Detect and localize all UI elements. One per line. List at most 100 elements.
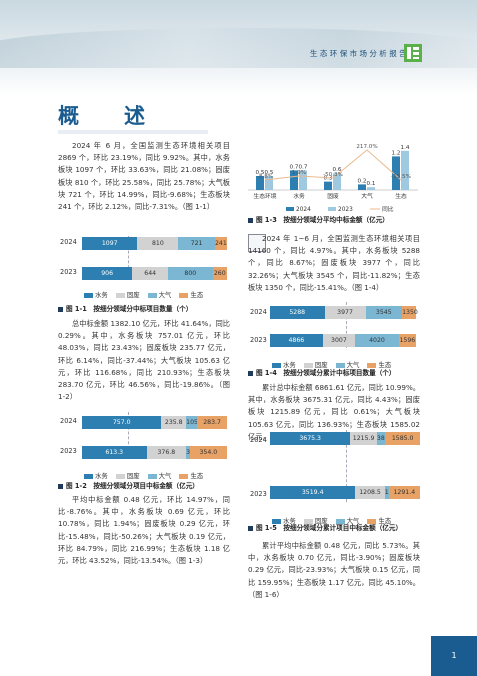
yoy-line [264, 149, 402, 181]
year-label: 2023 [60, 447, 77, 455]
section-title: 概 述 [58, 104, 157, 128]
legend-label: 2024 [296, 207, 311, 213]
bar-segment-water: 4866 [270, 334, 323, 347]
bar-segment-solid: 1208.5 [355, 486, 385, 499]
bar-segment-eco: 241 [214, 237, 227, 250]
data-label: 0.2 [358, 178, 367, 184]
legend-label: 同比 [382, 205, 394, 213]
year-label: 2024 [60, 238, 77, 246]
bar-segment-water: 757.0 [82, 416, 162, 429]
data-label: 0.7 [299, 164, 308, 170]
paragraph-1: 2024 年 6 月，全国监测生态环境相关项目 2869 个，环比 23.19%… [58, 141, 230, 212]
bar-2024 [392, 156, 400, 190]
paragraph-6: 累计平均中标金额 0.48 亿元，同比 5.73%。其中，水务板块 0.70 亿… [248, 541, 420, 599]
legend-swatch [179, 473, 189, 479]
legend-swatch [286, 207, 294, 211]
legend: 水务 固废 大气 生态 [266, 360, 391, 369]
bar-segment-water: 3519.4 [270, 486, 356, 499]
category-label: 固废 [327, 192, 339, 200]
bar-2023 [265, 176, 273, 190]
legend-label: 固废 [314, 361, 328, 369]
legend-label: 生态 [378, 517, 392, 525]
category-label: 大气 [361, 192, 373, 200]
bar-segment-eco: 1350 [402, 306, 418, 319]
yoy-label: -13.5% [391, 174, 411, 180]
legend-label: 生态 [378, 361, 392, 369]
bar-2024 [290, 170, 298, 190]
chart-fig1-4: 2024 2023 5288 3977 3545 1350 4866 3007 4020 1… [248, 300, 423, 372]
legend-swatch [272, 362, 281, 368]
yoy-label: 1.9% [292, 170, 306, 176]
legend-label: 水务 [95, 472, 108, 480]
year-label: 2024 [250, 436, 267, 444]
report-logo-icon [404, 44, 422, 62]
bar-segment-water: 3675.3 [270, 432, 351, 445]
legend-swatch [335, 518, 345, 524]
legend-label: 大气 [346, 517, 360, 525]
figure-caption: 图 1-3 按细分领域分平均中标金额（亿元） [248, 214, 389, 224]
data-label: 1.2 [392, 150, 401, 156]
bar-segment-eco: 354.0 [189, 446, 227, 459]
category-label: 生态环境 [253, 192, 276, 200]
bar-segment-solid: 376.8 [146, 446, 187, 459]
legend-swatch [115, 292, 125, 298]
bar-2024 [358, 184, 366, 190]
legend-label: 大气 [158, 472, 172, 480]
paragraph-3: 平均中标金额 0.48 亿元，环比 14.97%，同比-8.76%。其中，水务板… [58, 495, 230, 566]
legend-label: 水务 [283, 517, 296, 525]
data-label: 0.6 [333, 167, 342, 173]
bar-segment-solid: 644 [132, 267, 169, 280]
figure-caption: 图 1-2 按细分领域分项目中标金额（亿元） [58, 480, 199, 490]
legend: 水务 固废 大气 生态 [78, 471, 203, 480]
bar-segment-solid: 1215.9 [350, 432, 377, 445]
bar-segment-solid: 3007 [322, 334, 356, 347]
legend-label: 固废 [314, 517, 328, 525]
grid-icon [248, 234, 266, 252]
bar-segment-air: 3545 [365, 306, 403, 319]
bar-2024 [324, 181, 332, 190]
chart-fig1-3: 0.5 0.5 生态环境 0.7 0.7 水务 0.30.6 固废 0.2 0.1 大气 1.21.4… [248, 144, 418, 213]
report-title: 生态环保市场分析报告 [310, 49, 409, 58]
paragraph-2: 总中标金额 1382.10 亿元，环比 41.64%，同比 0.29%。其中，水… [58, 319, 230, 402]
figure-caption: 图 1-4 按细分领域分累计中标项目数量（个） [248, 367, 396, 377]
legend-swatch [367, 362, 377, 368]
bar-segment-solid: 810 [137, 237, 179, 250]
legend-swatch [367, 518, 377, 524]
yoy-label: 217.0% [356, 144, 377, 150]
header-banner [0, 0, 477, 95]
bar-segment-water: 906 [82, 267, 133, 280]
title-underline [58, 130, 208, 134]
yoy-label: -50.3% [323, 172, 343, 178]
legend-label: 2023 [338, 207, 353, 213]
bar-segment-air: 721 [178, 237, 215, 250]
data-label: 0.5 [265, 170, 274, 176]
legend-label: 生态 [190, 291, 204, 299]
paragraph-4: 2024 年 1~6 月，全国监测生态环境相关项目 14160 个，同比 4.9… [248, 234, 420, 292]
data-label: 0.1 [367, 181, 376, 187]
legend-label: 水务 [95, 291, 108, 299]
bar-2024 [256, 176, 264, 190]
figure-caption: 图 1-5 按细分领域分累计项目中标金额（亿元） [248, 522, 402, 532]
page-number-box [431, 636, 477, 676]
bar-segment-air: 385.4 [376, 432, 395, 445]
legend-swatch [328, 207, 336, 211]
legend: 水务 固废 大气 生态 [266, 516, 391, 525]
bar-segment-eco: 260 [212, 267, 227, 280]
legend-swatch [179, 292, 189, 298]
year-label: 2023 [250, 336, 267, 344]
data-label: 1.4 [401, 145, 410, 151]
year-label: 2023 [60, 268, 77, 276]
bar-segment-solid: 235.8 [161, 416, 187, 429]
bar-segment-eco: 1596 [398, 334, 416, 347]
legend-swatch [303, 518, 313, 524]
bar-segment-eco: 1585.0 [385, 432, 420, 445]
figure-caption: 图 1-1 按细分领域分中标项目数量（个） [58, 303, 192, 313]
legend-label: 生态 [190, 472, 204, 480]
bar-2023 [333, 173, 341, 190]
year-label: 2024 [250, 308, 267, 316]
chart-fig1-1: 2024 2023 1097 810 721 241 906 644 800 260 水务 … [58, 232, 233, 312]
bar-2023 [401, 150, 409, 190]
year-label: 2024 [60, 417, 77, 425]
legend-swatch [272, 518, 281, 524]
bar-segment-water: 613.3 [82, 446, 147, 459]
